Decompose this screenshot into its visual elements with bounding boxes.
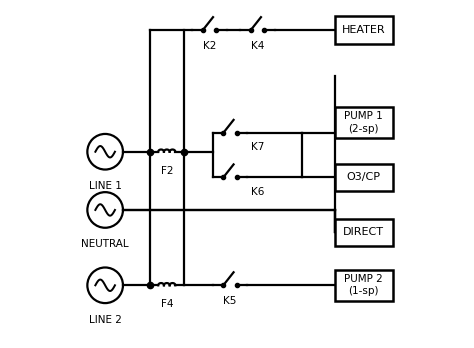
Text: O3/CP: O3/CP [346, 172, 381, 182]
Bar [335, 16, 393, 44]
Text: K4: K4 [251, 41, 264, 50]
Bar [335, 219, 393, 246]
Text: NEUTRAL: NEUTRAL [82, 239, 129, 249]
Text: HEATER: HEATER [342, 25, 385, 35]
Text: K7: K7 [251, 142, 264, 152]
Text: F2: F2 [161, 166, 173, 176]
Text: F4: F4 [161, 299, 173, 309]
Bar [335, 270, 393, 301]
Text: K2: K2 [203, 41, 216, 50]
Text: PUMP 1
(2-sp): PUMP 1 (2-sp) [344, 111, 383, 134]
Bar [335, 164, 393, 191]
Text: LINE 1: LINE 1 [89, 181, 122, 191]
Text: K6: K6 [251, 187, 264, 197]
Text: DIRECT: DIRECT [343, 227, 384, 237]
Bar [335, 107, 393, 138]
Text: PUMP 2
(1-sp): PUMP 2 (1-sp) [344, 274, 383, 296]
Text: LINE 2: LINE 2 [89, 315, 122, 325]
Text: K5: K5 [223, 296, 237, 306]
